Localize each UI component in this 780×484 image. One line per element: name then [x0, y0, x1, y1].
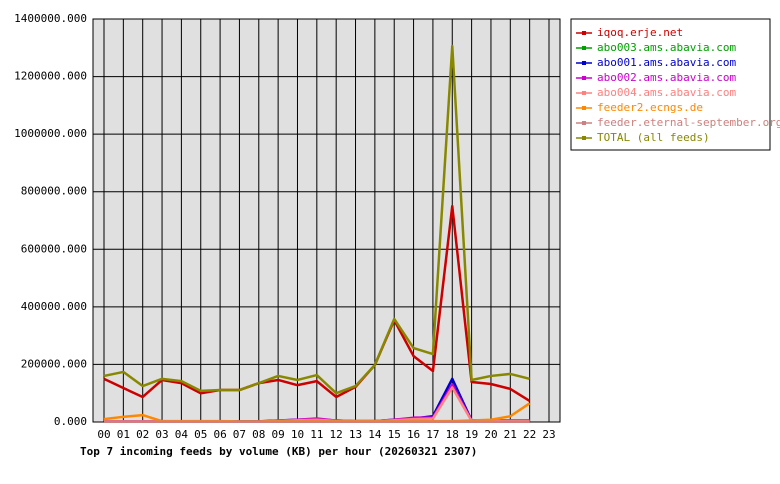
y-tick-label: 400000.000 [21, 300, 87, 313]
x-tick-label: 20 [484, 428, 497, 441]
legend-swatch-dot [582, 31, 586, 35]
legend-swatch-dot [582, 121, 586, 125]
x-tick-label: 10 [291, 428, 304, 441]
series-line [103, 204, 531, 403]
y-tick-label: 800000.000 [21, 185, 87, 198]
x-tick-label: 02 [136, 428, 149, 441]
x-tick-label: 03 [155, 428, 168, 441]
legend-swatch-dot [582, 106, 586, 110]
x-tick-label: 05 [194, 428, 207, 441]
x-tick-label: 12 [330, 428, 343, 441]
y-tick-label: 1200000.000 [14, 70, 87, 83]
legend-swatch-dot [582, 46, 586, 50]
legend-swatch-dot [582, 61, 586, 65]
legend-label: abo002.ams.abavia.com [597, 71, 736, 84]
x-tick-label: 19 [465, 428, 478, 441]
legend-label: abo003.ams.abavia.com [597, 41, 736, 54]
x-tick-label: 15 [388, 428, 401, 441]
legend-label: abo001.ams.abavia.com [597, 56, 736, 69]
legend-label: TOTAL (all feeds) [597, 131, 710, 144]
y-tick-label: 1000000.000 [14, 127, 87, 140]
legend [570, 18, 771, 151]
x-tick-label: 14 [368, 428, 382, 441]
y-tick-label: 600000.000 [21, 242, 87, 255]
x-tick-label: 17 [426, 428, 439, 441]
x-tick-label: 22 [523, 428, 536, 441]
legend-swatch-dot [582, 136, 586, 140]
series-line [103, 44, 530, 395]
x-tick-label: 09 [272, 428, 285, 441]
plot-area [92, 18, 561, 423]
x-tick-label: 04 [175, 428, 189, 441]
legend-label: feeder2.ecngs.de [597, 101, 703, 114]
x-tick-label: 01 [117, 428, 130, 441]
chart-title: Top 7 incoming feeds by volume (KB) per … [80, 445, 477, 458]
legend-label: abo004.ams.abavia.com [597, 86, 736, 99]
x-tick-label: 13 [349, 428, 362, 441]
y-tick-label: 1400000.000 [14, 12, 87, 25]
y-tick-label: 200000.000 [21, 357, 87, 370]
x-tick-label: 07 [233, 428, 246, 441]
x-tick-label: 06 [213, 428, 226, 441]
x-tick-label: 16 [407, 428, 420, 441]
x-tick-label: 08 [252, 428, 265, 441]
legend-swatch-dot [582, 91, 586, 95]
x-tick-label: 00 [97, 428, 110, 441]
legend-swatch-dot [582, 76, 586, 80]
legend-label: feeder.eternal-september.org [597, 116, 780, 129]
legend-label: iqoq.erje.net [597, 26, 683, 39]
y-tick-label: 0.000 [54, 415, 87, 428]
x-tick-label: 21 [504, 428, 517, 441]
x-tick-label: 18 [446, 428, 459, 441]
x-tick-label: 23 [542, 428, 555, 441]
x-tick-label: 11 [310, 428, 323, 441]
